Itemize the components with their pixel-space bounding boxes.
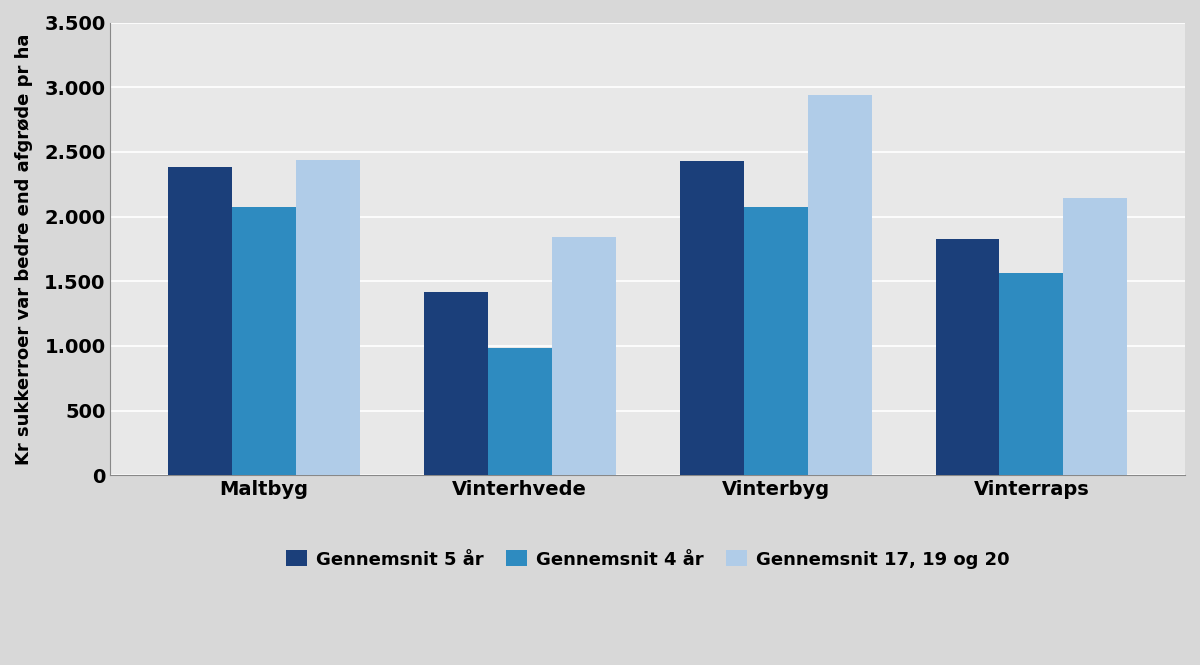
Bar [168,168,232,475]
Bar [296,160,360,475]
Bar [552,237,616,475]
Bar [936,239,1000,475]
Bar [424,291,487,475]
Bar [487,348,552,475]
Bar [808,95,871,475]
Bar [1000,273,1063,475]
Legend: Gennemsnit 5 år, Gennemsnit 4 år, Gennemsnit 17, 19 og 20: Gennemsnit 5 år, Gennemsnit 4 år, Gennem… [278,543,1018,576]
Y-axis label: Kr sukkerroer var bedre end afgrøde pr ha: Kr sukkerroer var bedre end afgrøde pr h… [14,33,34,465]
Bar [1063,198,1128,475]
Bar [232,207,296,475]
Bar [679,161,744,475]
Bar [744,207,808,475]
